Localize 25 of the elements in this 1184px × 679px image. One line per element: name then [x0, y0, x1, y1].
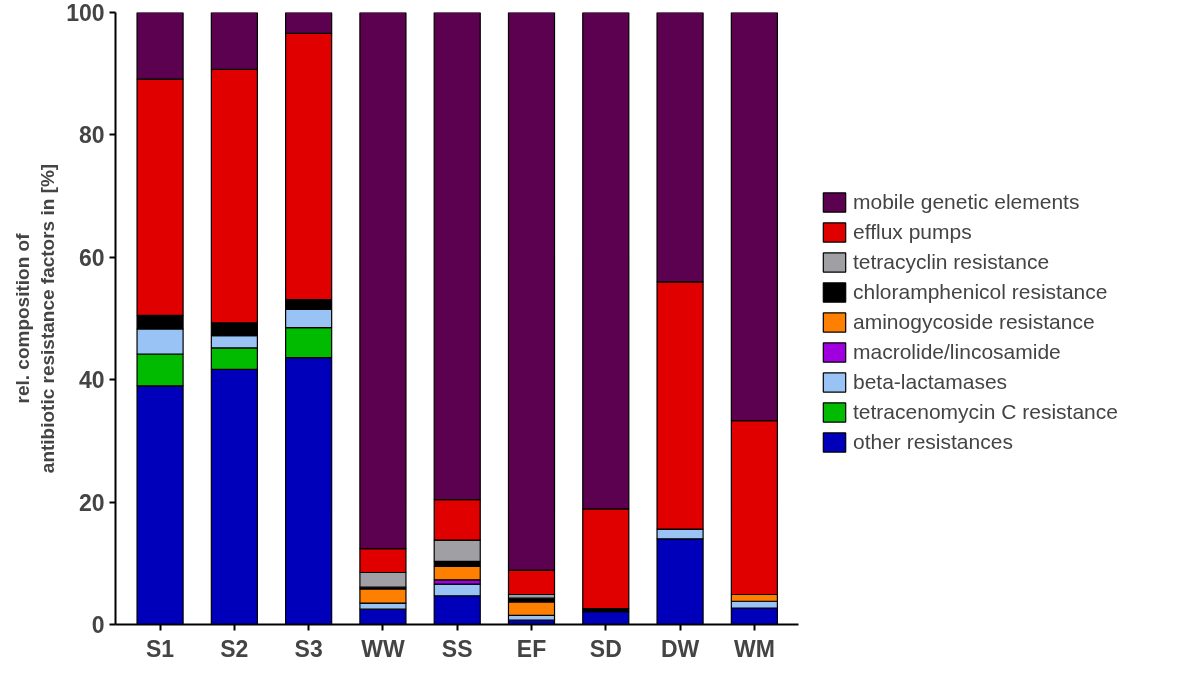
legend-label: beta-lactamases: [853, 370, 1008, 394]
legend-label: chloramphenicol resistance: [853, 280, 1108, 304]
x-tick-label: WM: [733, 635, 775, 662]
y-tick-label: 100: [66, 0, 105, 26]
legend-label: macrolide/lincosamide: [853, 340, 1061, 364]
x-tick-label: SS: [441, 635, 473, 662]
y-tick-label: 80: [78, 122, 105, 149]
x-tick-label: S2: [220, 635, 249, 662]
x-tick-label: DW: [660, 635, 700, 662]
x-tick-label: WW: [361, 635, 405, 662]
x-tick-label: SD: [589, 635, 622, 662]
legend-label: tetracenomycin C resistance: [853, 400, 1118, 424]
legend-label: tetracyclin resistance: [853, 250, 1050, 274]
legend-label: mobile genetic elements: [853, 190, 1080, 214]
y-tick-label: 20: [78, 489, 105, 516]
x-tick-label: S1: [146, 635, 175, 662]
x-tick-label: EF: [516, 635, 547, 662]
y-tick-label: 60: [78, 244, 105, 271]
legend-label: efflux pumps: [853, 220, 972, 244]
y-tick-label: 0: [91, 612, 105, 638]
y-tick-label: 40: [78, 367, 105, 394]
y-axis-title: rel. composition of antibiotic resistance factors in [%]: [11, 163, 59, 474]
legend-label: other resistances: [853, 430, 1013, 454]
legend-label: aminogycoside resistance: [853, 310, 1095, 334]
x-tick-label: S3: [294, 635, 323, 662]
